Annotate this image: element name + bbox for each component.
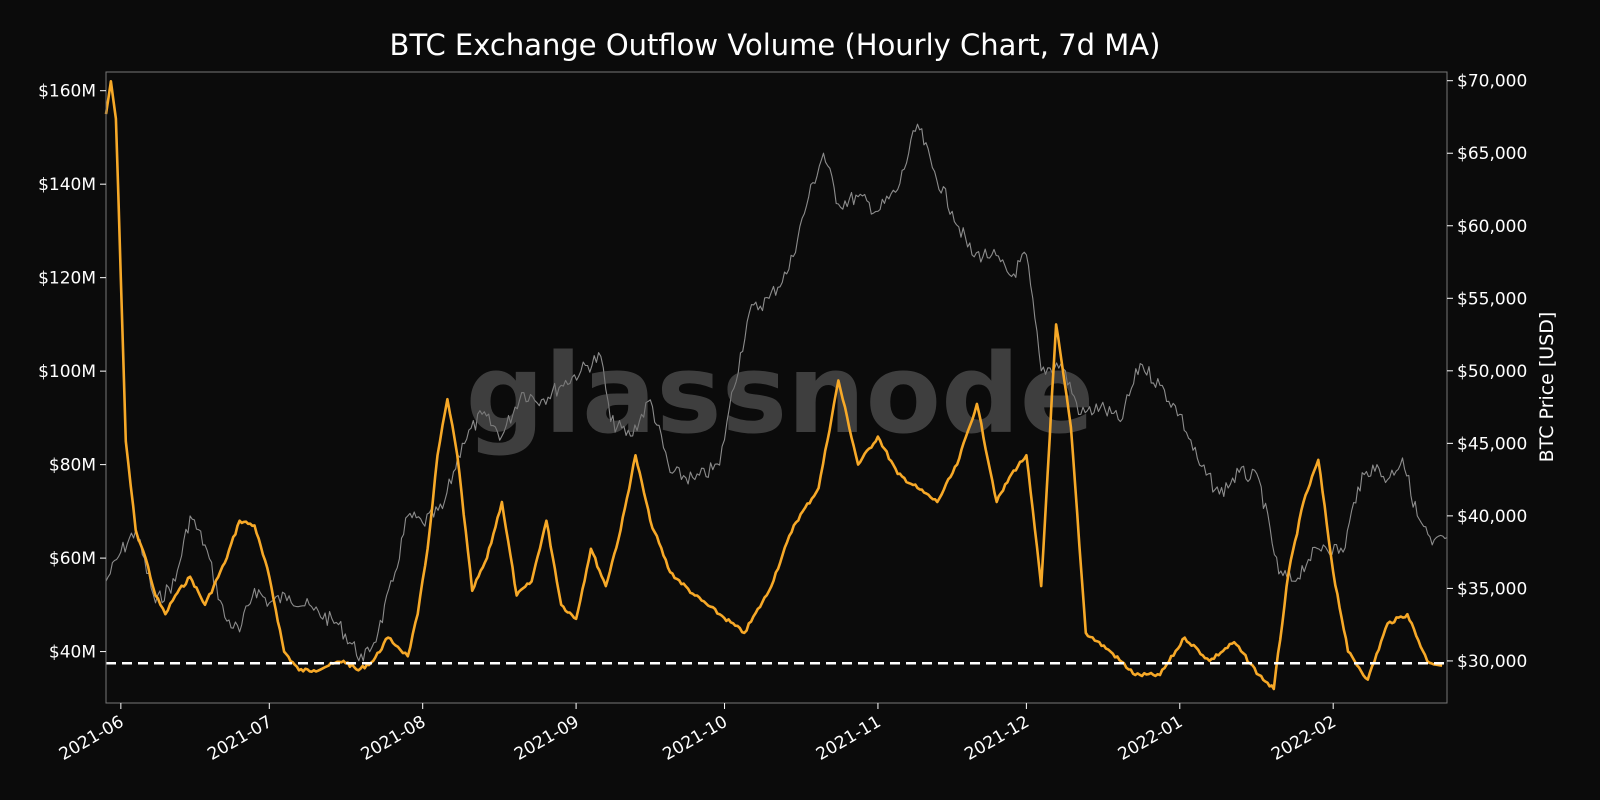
right-tick-label: $35,000 (1457, 579, 1527, 599)
right-tick-label: $60,000 (1457, 217, 1527, 237)
right-tick-label: $65,000 (1457, 144, 1527, 164)
plot-frame (105, 71, 1448, 704)
left-tick-label: $60M (49, 549, 96, 569)
right-tick-label: $70,000 (1457, 72, 1527, 92)
left-tick-label: $160M (38, 82, 96, 102)
right-axis: $30,000 $35,000 $40,000 $45,000 $50,000 $55,0… (1447, 72, 1527, 672)
price-series (105, 123, 1448, 662)
right-tick-label: $45,000 (1457, 434, 1527, 454)
left-tick-label: $120M (38, 269, 96, 289)
left-tick-label: $140M (38, 175, 96, 195)
right-axis-label: BTC Price [USD] (1536, 312, 1558, 463)
right-tick-label: $50,000 (1457, 362, 1527, 382)
right-tick-label: $40,000 (1457, 507, 1527, 527)
right-tick-label: $30,000 (1457, 652, 1527, 672)
watermark: glassnode (466, 330, 1095, 458)
left-tick-label: $40M (49, 643, 96, 663)
left-tick-label: $100M (38, 362, 96, 382)
right-tick-label: $55,000 (1457, 289, 1527, 309)
left-axis: $40M $60M $80M $100M $120M $140M $160M (38, 82, 106, 663)
left-tick-label: $80M (49, 456, 96, 476)
price-line (105, 123, 1448, 662)
chart-title: BTC Exchange Outflow Volume (Hourly Char… (390, 28, 1161, 62)
